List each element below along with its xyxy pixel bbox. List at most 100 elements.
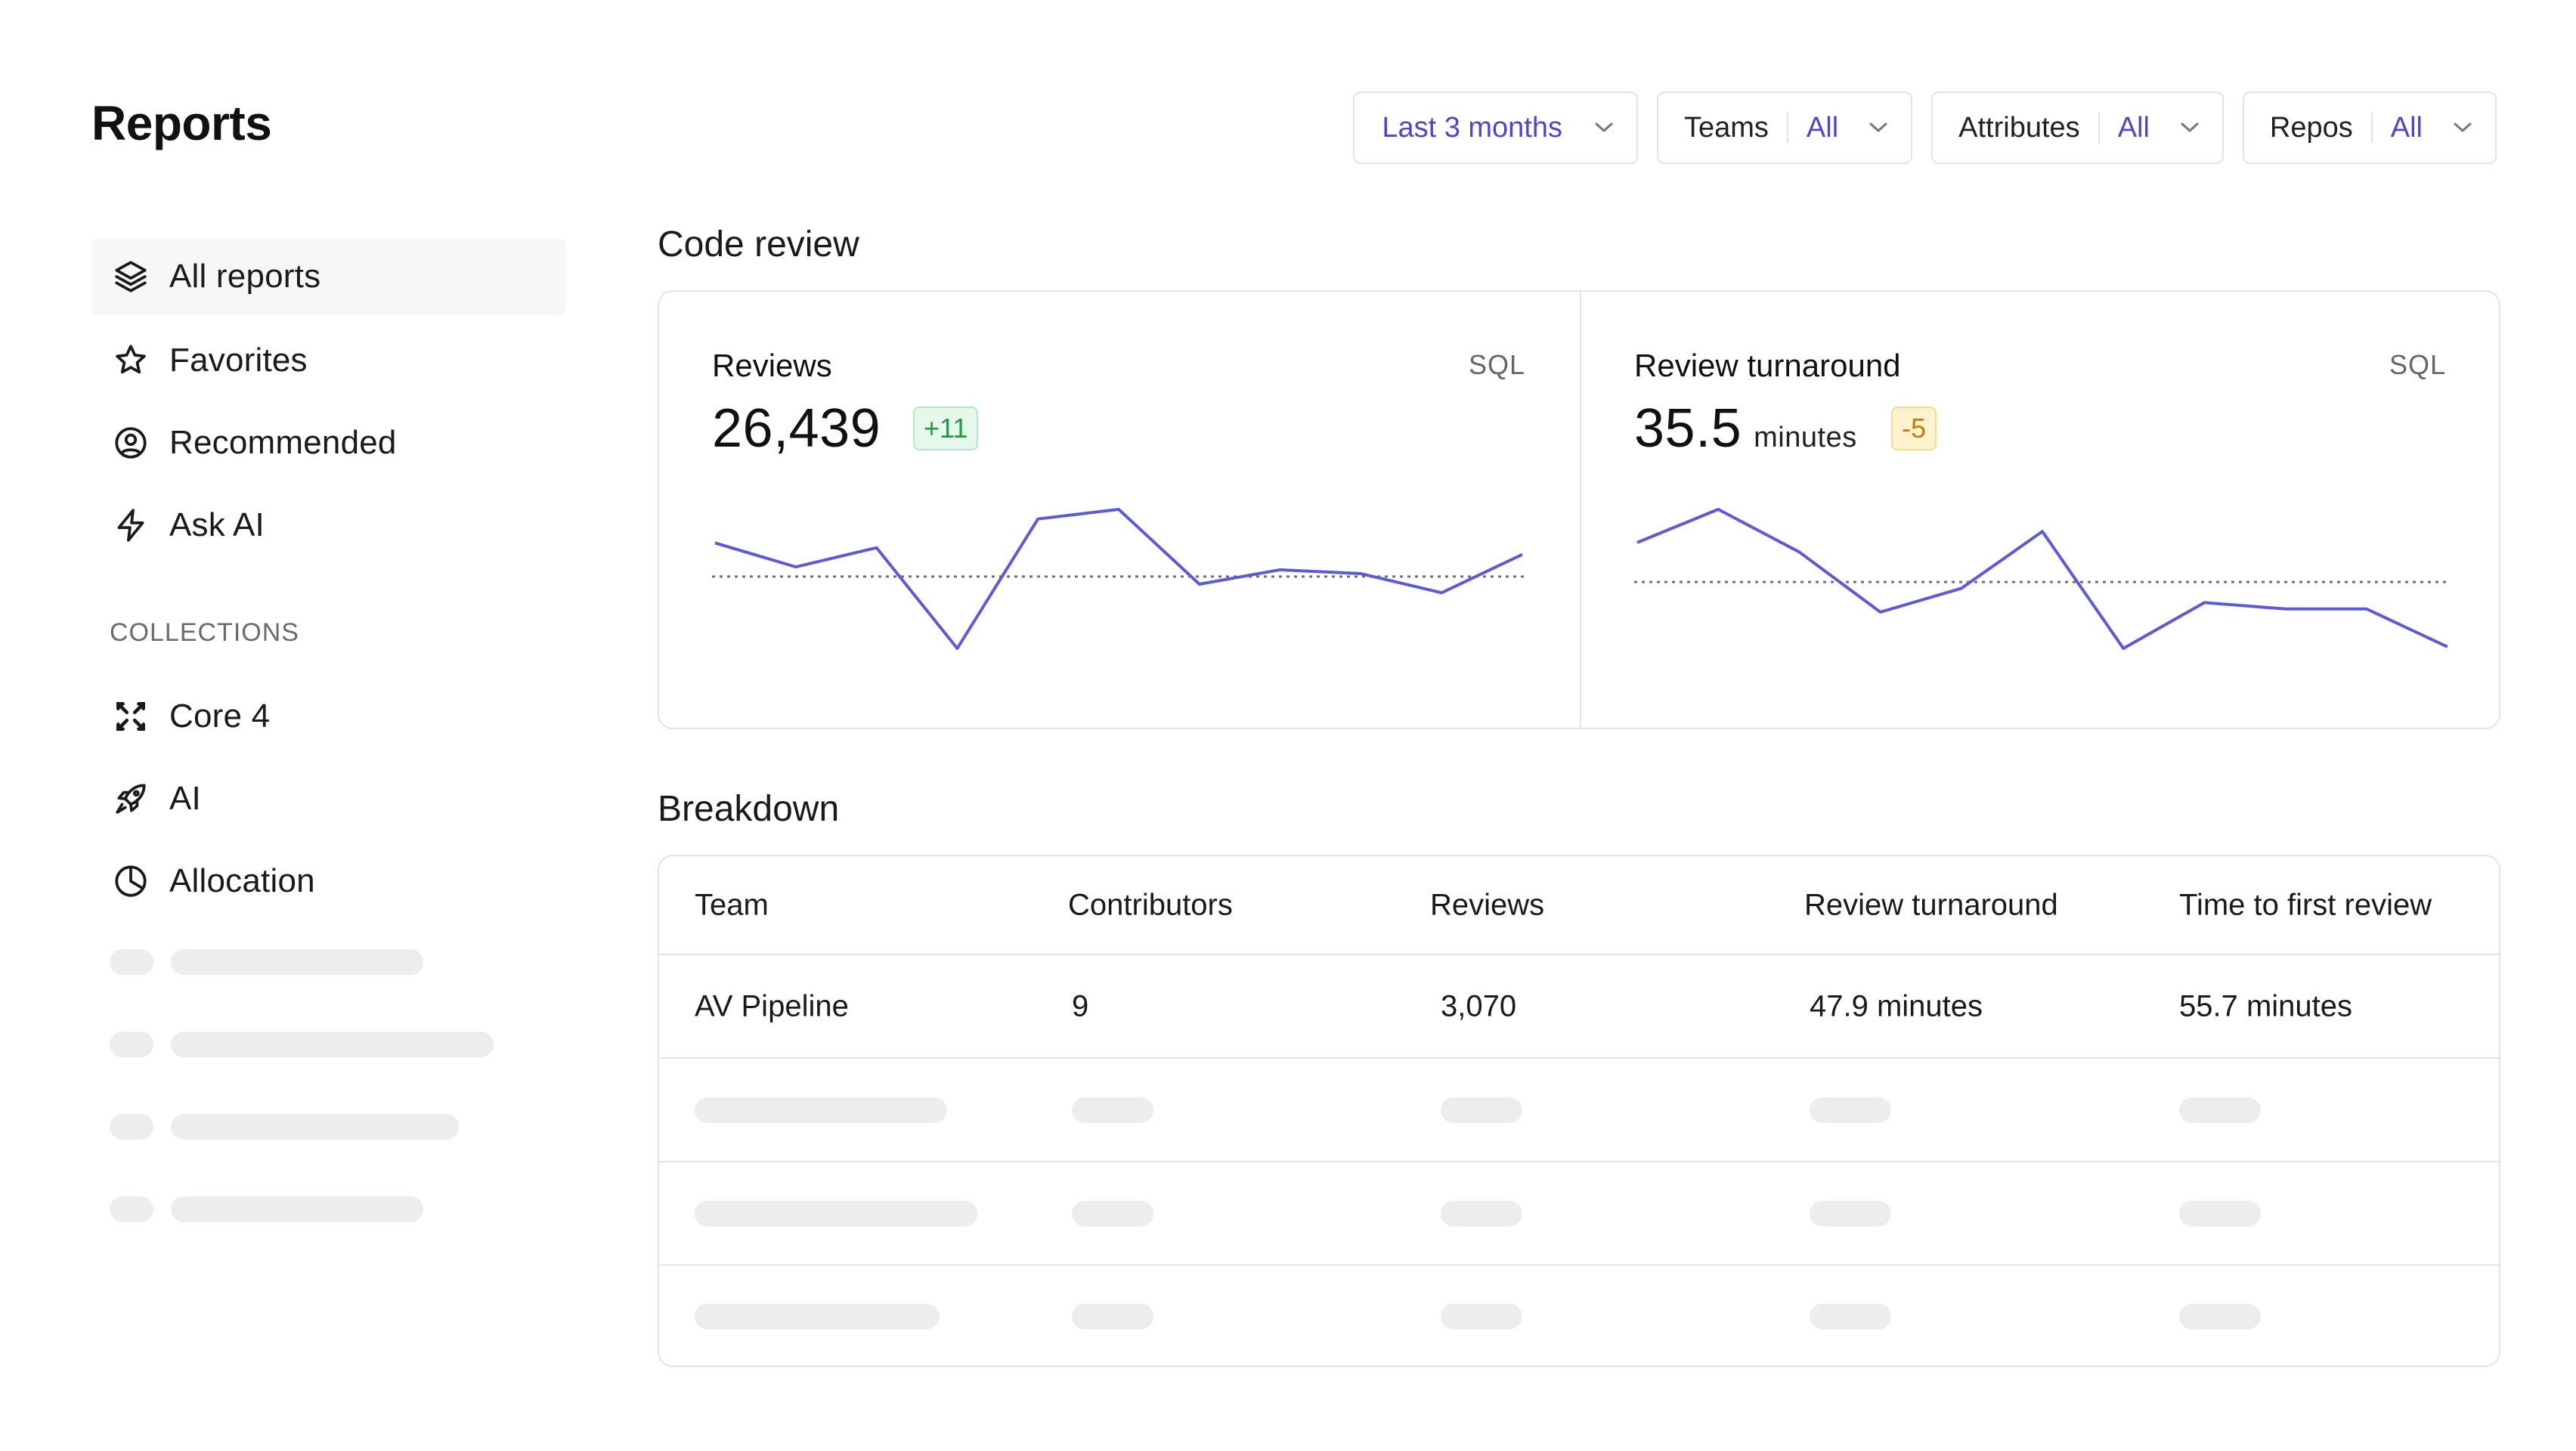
metric-value: 26,439 [712, 398, 881, 459]
sidebar-item-label: All reports [169, 258, 321, 295]
skeleton-placeholder [2179, 1200, 2261, 1227]
filter-separator [1786, 113, 1788, 143]
series-line [1636, 508, 2448, 650]
sql-link[interactable]: SQL [2389, 349, 2446, 380]
chevron-down-icon [2180, 122, 2200, 134]
column-header-team[interactable]: Team [695, 888, 769, 921]
reviews-metric[interactable]: Reviews SQL 26,439 +11 [659, 292, 1580, 728]
reviews-sparkline [712, 508, 1525, 650]
chevron-down-icon [1869, 122, 1888, 134]
sidebar-item-allocation[interactable]: Allocation [91, 843, 566, 920]
skeleton-placeholder [110, 949, 153, 975]
sidebar-item-label: Ask AI [169, 506, 265, 543]
collections-heading: COLLECTIONS [110, 618, 299, 647]
page-title: Reports [91, 96, 272, 150]
turnaround-sparkline [1634, 508, 2451, 650]
skeleton-placeholder [171, 949, 423, 975]
sidebar-item-label: Allocation [169, 862, 315, 899]
sidebar-item-ask-ai[interactable]: Ask AI [91, 487, 566, 564]
teams-filter-value: All [1806, 111, 1839, 144]
metric-value: 35.5 minutes [1634, 398, 1857, 459]
table-row-placeholder [659, 1162, 2499, 1266]
breakdown-table: Team Contributors Reviews Review turnaro… [658, 855, 2500, 1367]
skeleton-placeholder [1441, 1097, 1522, 1123]
code-review-card: Reviews SQL 26,439 +11 Review turnaround… [658, 290, 2500, 729]
sidebar-item-label: Core 4 [169, 698, 271, 735]
skeleton-placeholder [1072, 1200, 1153, 1227]
breakdown-heading: Breakdown [658, 789, 840, 829]
skeleton-placeholder [1441, 1200, 1522, 1227]
sidebar-item-label: AI [169, 780, 201, 817]
sidebar-item-recommended[interactable]: Recommended [91, 404, 566, 481]
sidebar-item-label: Recommended [169, 424, 397, 461]
pie-icon [110, 861, 151, 902]
layers-icon [110, 256, 151, 297]
sidebar-item-core-4[interactable]: Core 4 [91, 678, 566, 755]
metric-title: Review turnaround [1634, 348, 1901, 383]
column-header-time-to-first-review[interactable]: Time to first review [2179, 888, 2432, 921]
cell-review-turnaround: 47.9 minutes [1810, 989, 1983, 1023]
metric-title: Reviews [712, 348, 832, 383]
attributes-filter-label: Attributes [1958, 111, 2080, 144]
teams-filter[interactable]: Teams All [1657, 91, 1913, 164]
attributes-filter[interactable]: Attributes All [1931, 91, 2224, 164]
chevron-down-icon [1594, 122, 1614, 134]
delta-badge: -5 [1891, 407, 1937, 450]
column-header-review-turnaround[interactable]: Review turnaround [1804, 888, 2058, 921]
skeleton-placeholder [171, 1196, 423, 1222]
sidebar-item-favorites[interactable]: Favorites [91, 322, 566, 399]
skeleton-placeholder [1810, 1200, 1891, 1227]
turnaround-metric[interactable]: Review turnaround SQL 35.5 minutes -5 [1581, 292, 2500, 728]
filter-separator [2370, 113, 2373, 143]
filter-bar: Last 3 months Teams All Attributes All R… [1353, 91, 2497, 164]
repos-filter-label: Repos [2269, 111, 2353, 144]
table-row[interactable]: AV Pipeline 9 3,070 47.9 minutes 55.7 mi… [659, 955, 2499, 1059]
skeleton-placeholder [1072, 1097, 1153, 1123]
metric-unit: minutes [1754, 422, 1857, 453]
skeleton-placeholder [695, 1200, 977, 1227]
card-divider [1580, 292, 1581, 728]
sidebar-item-label: Favorites [169, 342, 308, 379]
skeleton-placeholder [1441, 1304, 1522, 1329]
skeleton-placeholder [110, 1032, 153, 1057]
cell-time-to-first-review: 55.7 minutes [2179, 989, 2353, 1023]
table-row-placeholder [659, 1059, 2499, 1162]
core-x-icon [110, 696, 151, 737]
filter-separator [2098, 113, 2100, 143]
cell-reviews: 3,070 [1441, 989, 1517, 1023]
date-range-value: Last 3 months [1382, 111, 1562, 144]
skeleton-placeholder [2179, 1304, 2261, 1329]
delta-badge: +11 [913, 407, 979, 450]
teams-filter-label: Teams [1684, 111, 1769, 144]
skeleton-placeholder [110, 1114, 153, 1140]
skeleton-placeholder [110, 1196, 153, 1222]
skeleton-placeholder [1072, 1304, 1153, 1329]
attributes-filter-value: All [2117, 111, 2150, 144]
metric-number: 35.5 [1634, 398, 1742, 459]
cell-team: AV Pipeline [695, 989, 849, 1023]
star-icon [110, 340, 151, 381]
skeleton-placeholder [1810, 1097, 1891, 1123]
sql-link[interactable]: SQL [1468, 349, 1525, 380]
user-circle-icon [110, 422, 151, 463]
series-line [714, 508, 1523, 650]
skeleton-placeholder [171, 1032, 494, 1057]
chevron-down-icon [2453, 122, 2472, 134]
repos-filter-value: All [2390, 111, 2423, 144]
skeleton-placeholder [695, 1097, 947, 1123]
code-review-heading: Code review [658, 224, 859, 265]
sidebar-item-ai[interactable]: AI [91, 760, 566, 837]
repos-filter[interactable]: Repos All [2242, 91, 2497, 164]
skeleton-placeholder [1810, 1304, 1891, 1329]
skeleton-placeholder [2179, 1097, 2261, 1123]
cell-contributors: 9 [1072, 989, 1089, 1023]
bolt-icon [110, 505, 151, 546]
sidebar-item-all-reports[interactable]: All reports [91, 238, 566, 315]
column-header-contributors[interactable]: Contributors [1068, 888, 1233, 921]
column-header-reviews[interactable]: Reviews [1430, 888, 1545, 921]
skeleton-placeholder [695, 1304, 940, 1329]
date-range-filter[interactable]: Last 3 months [1353, 91, 1638, 164]
table-header-row: Team Contributors Reviews Review turnaro… [659, 856, 2499, 955]
skeleton-placeholder [171, 1114, 459, 1140]
table-row-placeholder [659, 1266, 2499, 1366]
